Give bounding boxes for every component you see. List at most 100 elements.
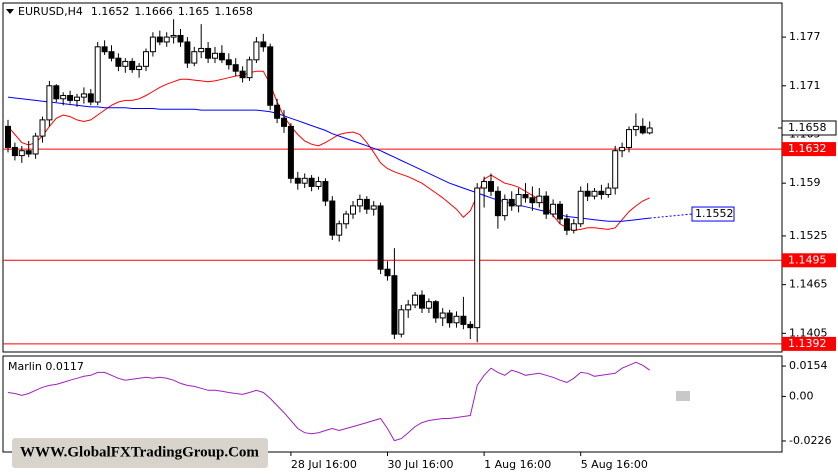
moving-average <box>7 70 650 231</box>
watermark: WWW.GlobalFXTradingGroup.Com <box>20 444 259 460</box>
candle-body <box>18 150 25 157</box>
candle-body <box>398 309 405 335</box>
candle-body <box>143 51 149 67</box>
candle-body <box>481 181 488 189</box>
candle-body <box>225 59 232 66</box>
ma-projection <box>649 213 693 219</box>
candle-body <box>646 127 653 134</box>
candle-body <box>191 51 198 64</box>
candle-body <box>198 47 205 53</box>
candle-body <box>74 96 80 101</box>
open: 1.1652 <box>91 5 130 18</box>
candle-body <box>246 59 253 79</box>
level-label: 1.1392 <box>788 337 827 350</box>
candle-body <box>163 36 170 43</box>
candle-body <box>122 60 129 67</box>
low: 1.165 <box>178 5 210 18</box>
candle-body <box>80 93 87 98</box>
candle-body <box>391 275 398 335</box>
level-label-box <box>782 336 836 351</box>
candle-body <box>294 177 301 184</box>
candle-body <box>453 315 460 324</box>
ma-label-box <box>691 206 735 222</box>
close: 1.1658 <box>214 5 253 18</box>
candle-body <box>5 125 11 148</box>
candle-body <box>108 51 115 59</box>
x-tick-label: 1 Aug 16:00 <box>484 458 551 471</box>
candle-body <box>301 177 308 184</box>
candle-body <box>557 203 563 220</box>
plot-layer: 1.1552 <box>3 19 782 442</box>
x-tick-label: 30 Jul 16:00 <box>388 458 454 471</box>
candle-body <box>232 64 239 72</box>
candle-body <box>550 203 557 215</box>
moving-average <box>7 96 650 222</box>
candle-body <box>363 198 370 210</box>
chart-header: EURUSD,H4 1.1652 1.1666 1.165 1.1658 <box>18 5 253 18</box>
indicator-line <box>7 361 650 442</box>
ma-label: 1.1552 <box>695 207 734 220</box>
watermark-box <box>12 438 268 468</box>
candle-body <box>67 95 74 101</box>
candle-body <box>584 190 591 197</box>
candle-body <box>25 150 32 155</box>
high: 1.1666 <box>134 5 173 18</box>
candle-body <box>218 52 225 61</box>
candle-body <box>626 129 632 148</box>
candle-body <box>598 190 605 196</box>
indicator-panel <box>2 355 783 453</box>
candle-body <box>467 323 474 329</box>
candle-body <box>377 205 384 270</box>
candle-body <box>287 125 294 179</box>
candle-body <box>405 304 412 311</box>
candle-body <box>412 294 419 306</box>
candle-body <box>136 65 143 71</box>
candle-body <box>446 312 453 324</box>
candle-body <box>501 198 508 217</box>
candle-body <box>129 60 136 71</box>
candle-body <box>370 205 377 210</box>
level-label: 1.1632 <box>788 142 827 155</box>
price-label: 1.1658 <box>788 121 827 134</box>
candle-body <box>529 197 536 204</box>
candle-body <box>46 85 53 121</box>
x-tick-label: 28 Jul 16:00 <box>291 458 357 471</box>
candle-body <box>253 41 260 61</box>
x-tick-label: 5 Aug 16:00 <box>581 458 648 471</box>
candle-body <box>170 34 177 38</box>
y-tick-label: -0.0226 <box>789 434 831 447</box>
candle-body <box>570 223 577 231</box>
candle-body <box>315 181 322 187</box>
y-tick-label: 1.1405 <box>789 326 828 339</box>
candle-body <box>639 125 646 134</box>
candle-body <box>356 198 363 207</box>
y-tick-label: 1.1465 <box>789 278 828 291</box>
candle-body <box>239 70 246 79</box>
main-panel <box>2 2 783 353</box>
indicator-title: Marlin 0.0117 <box>8 360 84 373</box>
candle-body <box>460 315 467 325</box>
candle-body <box>536 195 543 204</box>
y-tick-label: 0.00 <box>789 389 814 402</box>
y-tick-label: 1.171 <box>789 79 821 92</box>
candle-body <box>425 301 432 309</box>
menu-arrow <box>6 9 14 14</box>
candle-body <box>474 187 481 329</box>
candle-body <box>32 135 39 155</box>
y-tick-label: 1.159 <box>789 176 821 189</box>
indicator-marker <box>676 391 690 401</box>
candle-body <box>343 213 350 225</box>
candle-body <box>53 85 60 100</box>
candle-body <box>115 57 122 67</box>
price-label-box <box>781 120 837 136</box>
candle-body <box>522 194 529 199</box>
candle-body <box>212 52 218 59</box>
level-label: 1.1495 <box>788 253 827 266</box>
candle-body <box>543 195 550 215</box>
candle-body <box>101 46 108 53</box>
candle-body <box>184 41 191 64</box>
level-label-box <box>782 253 836 268</box>
candle-body <box>94 46 101 103</box>
candle-body <box>281 117 287 127</box>
